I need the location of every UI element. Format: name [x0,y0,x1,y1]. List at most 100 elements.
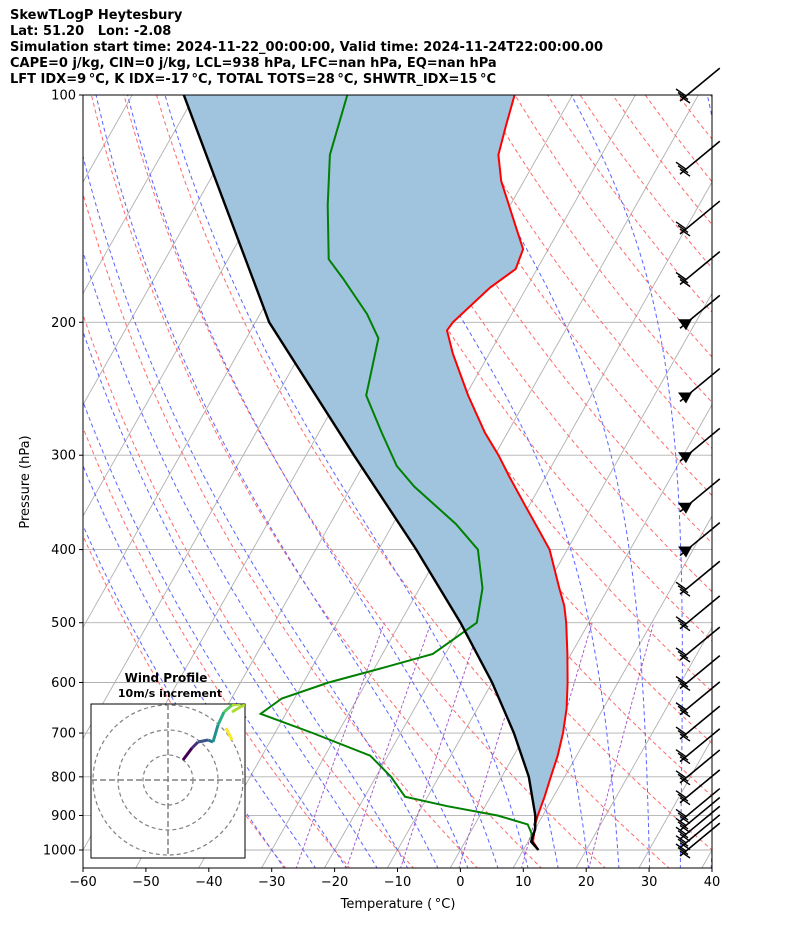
barb-flag [679,588,691,597]
barb-shaft [679,654,721,690]
barb-flag [677,846,689,856]
dry-adiabat-line [83,192,479,868]
moist-adiabat-line [441,95,651,868]
isotherm-line [83,95,259,406]
barb-flag [679,777,691,786]
x-tick-label: −50 [132,875,159,890]
y-tick-label: 500 [51,616,76,631]
isotherm-line [83,95,196,295]
barb-shaft [679,140,721,175]
dry-adiabat-line [351,95,712,593]
dry-adiabat-line [579,95,712,269]
x-tick-label: −20 [321,875,348,890]
isotherm-line [386,292,712,868]
barb-shaft [679,787,721,823]
hodograph: Wind Profile 10m/s increment [90,671,246,859]
wind-barb [675,796,721,834]
chart-header: SkewTLogP Heytesbury Lat: 51.20 Lon: -2.… [10,8,603,88]
dry-adiabat-line [644,95,712,183]
dry-adiabat-line [83,313,415,868]
header-indices-line: LFT IDX=9 °C, K IDX=-17 °C, TOTAL TOTS=2… [10,72,497,87]
plot-area [0,78,794,869]
barb-flag [675,271,687,281]
x-tick-label: 10 [515,875,532,890]
mixing-ratio-line [400,622,482,868]
dry-adiabat-line [318,95,712,642]
dry-adiabat-line [90,95,543,868]
isotherm-line [0,78,79,869]
wind-barb [675,787,721,825]
hodograph-trace-segment [231,704,241,707]
barb-flag [675,675,687,685]
barb-shaft [679,595,721,630]
barb-flag [679,682,691,692]
barb-flag [679,824,691,834]
barb-shaft [679,200,721,235]
x-tick-label: 40 [704,875,721,890]
barb-shaft [679,705,721,740]
moist-adiabat-line [742,78,794,869]
barb-flag [677,838,689,847]
x-tick-label: −30 [258,875,285,890]
moist-adiabat-line [342,95,620,868]
mixing-ratio-line [346,622,432,868]
dry-adiabat-line [156,95,670,868]
isotherm-line [638,737,712,868]
axes: −60 −50 −40 −30 −20 −10 0 10 20 30 40 1000 900 800 700… [43,89,720,891]
hodograph-title: Wind Profile [125,671,208,685]
isotherm-line [701,849,712,868]
isotherm-line [323,181,712,868]
dry-adiabat-line [743,95,794,869]
wind-barb [675,681,721,718]
wind-barb [675,626,721,663]
barb-flag [679,709,691,718]
barb-flag [679,228,691,237]
wind-barb [675,560,721,597]
isotherm-line [0,78,16,869]
isotherm-line [575,626,712,868]
x-tick-label: −10 [384,875,411,890]
hodograph-trace-segment [223,704,233,714]
mixing-ratio-line [295,622,385,868]
barb-shaft [679,67,721,102]
barb-shaft [679,814,721,849]
moist-adiabat-line [83,400,347,868]
moist-adiabat-line [164,95,529,868]
wind-barb [675,250,721,288]
barb-flag [677,773,689,782]
moist-adiabat-line [95,95,469,868]
barb-flag [675,817,687,827]
barb-flag [677,619,689,628]
dry-adiabat-line [776,95,794,869]
wind-barb [678,478,721,514]
barb-flag [677,729,689,739]
wind-barb [675,200,721,237]
barb-shaft [679,805,721,840]
y-axis-label: Pressure (hPa) [18,435,33,528]
barb-flag [675,826,687,835]
moist-adiabat-line [83,250,409,868]
mixing-ratio-line [458,622,536,868]
barb-flag [679,850,691,859]
y-tick-label: 1000 [43,844,76,859]
wind-barb [675,822,721,859]
hodograph-subtitle: 10m/s increment [118,687,222,700]
parcel-line [182,95,540,851]
mixing-ratio-line [588,622,655,868]
barb-shaft [679,749,721,784]
wind-barb [678,427,721,464]
dewpoint-line [258,95,533,842]
wind-barb [675,67,721,104]
moist-adiabat-line [83,330,378,868]
x-tick-label: 20 [578,875,595,890]
barb-shaft [679,728,721,763]
barb-shaft [679,250,721,286]
barb-shaft [679,626,721,661]
moist-adiabat-line [83,464,317,868]
barb-flag [675,581,687,590]
header-location: Lat: 51.20 Lon: -2.08 [10,24,172,39]
barb-shaft [679,681,721,716]
hodograph-trace-segment [190,740,200,750]
isotherm-line [764,78,794,869]
